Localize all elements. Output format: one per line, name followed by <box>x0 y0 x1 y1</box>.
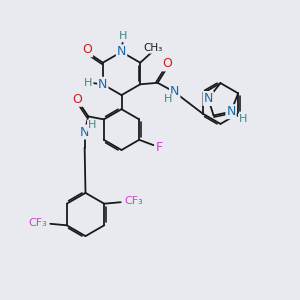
Text: O: O <box>82 43 92 56</box>
Text: N: N <box>79 125 89 139</box>
Text: H: H <box>239 114 247 124</box>
Text: O: O <box>73 93 82 106</box>
Text: N: N <box>170 85 179 98</box>
Text: N: N <box>203 92 213 105</box>
Text: H: H <box>84 78 93 88</box>
Text: O: O <box>162 57 172 70</box>
Text: H: H <box>88 120 96 130</box>
Text: F: F <box>155 141 163 154</box>
Text: N: N <box>226 105 236 118</box>
Text: H: H <box>119 31 127 41</box>
Text: CH₃: CH₃ <box>144 43 163 53</box>
Text: CF₃: CF₃ <box>124 196 143 206</box>
Text: H: H <box>164 94 172 104</box>
Text: N: N <box>117 45 126 58</box>
Text: N: N <box>98 78 107 91</box>
Text: CF₃: CF₃ <box>28 218 47 228</box>
